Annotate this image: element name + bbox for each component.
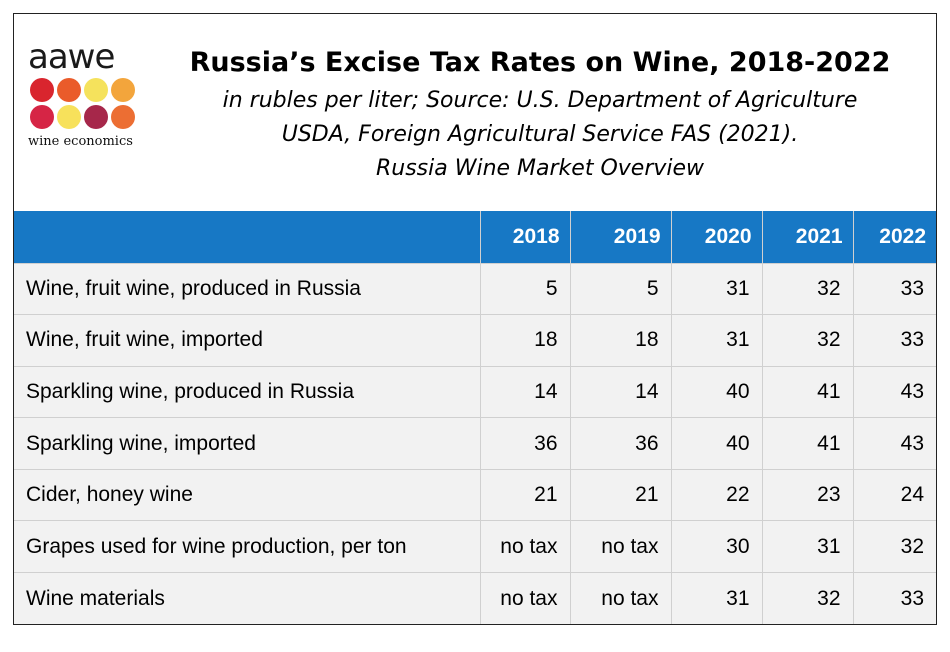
subtitle-line: USDA, Foreign Agricultural Service FAS (… xyxy=(281,122,799,147)
row-label-cell: Wine, fruit wine, imported xyxy=(14,314,480,367)
title-block: Russia’s Excise Tax Rates on Wine, 2018-… xyxy=(144,46,936,186)
logo-dot xyxy=(30,105,54,129)
value-cell: 43 xyxy=(852,417,936,470)
header-cell-year: 2021 xyxy=(761,211,853,263)
table-row: Cider, honey wine 21 21 22 23 24 xyxy=(14,468,936,521)
value-cell: 22 xyxy=(670,468,762,521)
value-cell: 32 xyxy=(761,572,853,625)
logo-dot xyxy=(84,78,108,102)
value-cell: 31 xyxy=(761,520,853,573)
value-cell: 41 xyxy=(761,417,853,470)
logo-dot xyxy=(111,78,135,102)
row-label-cell: Sparkling wine, imported xyxy=(14,417,480,470)
value-cell: 43 xyxy=(852,365,936,418)
value-cell: 14 xyxy=(479,365,570,418)
figure-header: aawe wine economics Russia’s Excise Tax … xyxy=(14,14,936,211)
row-label-cell: Wine, fruit wine, produced in Russia xyxy=(14,262,480,315)
logo-dot xyxy=(30,78,54,102)
logo-dot xyxy=(57,78,81,102)
value-cell: 18 xyxy=(479,314,570,367)
value-cell: 24 xyxy=(852,468,936,521)
logo-wordmark: aawe xyxy=(28,37,115,77)
value-cell: 31 xyxy=(670,572,762,625)
chart-subtitle: in rubles per liter; Source: U.S. Depart… xyxy=(144,84,936,186)
value-cell: no tax xyxy=(479,520,570,573)
row-label-cell: Sparkling wine, produced in Russia xyxy=(14,365,480,418)
value-cell: 40 xyxy=(670,417,762,470)
value-cell: 14 xyxy=(569,365,671,418)
value-cell: 33 xyxy=(852,314,936,367)
value-cell: 30 xyxy=(670,520,762,573)
logo-subtitle: wine economics xyxy=(28,134,133,149)
value-cell: 23 xyxy=(761,468,853,521)
table-body: Wine, fruit wine, produced in Russia 5 5 31… xyxy=(14,262,936,625)
value-cell: 21 xyxy=(569,468,671,521)
subtitle-line: in rubles per liter; Source: U.S. Depart… xyxy=(222,88,858,113)
value-cell: 21 xyxy=(479,468,570,521)
value-cell: 36 xyxy=(569,417,671,470)
logo-dot xyxy=(111,105,135,129)
header-cell-year: 2019 xyxy=(569,211,671,263)
value-cell: 40 xyxy=(670,365,762,418)
table-row: Wine materials no tax no tax 31 32 33 xyxy=(14,572,936,625)
value-cell: 32 xyxy=(761,314,853,367)
logo-dots xyxy=(30,78,153,131)
header-cell-year: 2020 xyxy=(670,211,762,263)
row-label-cell: Cider, honey wine xyxy=(14,468,480,521)
row-label-cell: Grapes used for wine production, per ton xyxy=(14,520,480,573)
figure-frame: aawe wine economics Russia’s Excise Tax … xyxy=(13,13,937,625)
logo-dot xyxy=(84,105,108,129)
logo-dot xyxy=(57,105,81,129)
header-cell-year: 2022 xyxy=(852,211,936,263)
value-cell: 5 xyxy=(569,262,671,315)
value-cell: no tax xyxy=(569,572,671,625)
tax-rate-table: 2018 2019 2020 2021 2022 Wine, fruit wine, p… xyxy=(14,211,936,625)
table-row: Grapes used for wine production, per ton… xyxy=(14,520,936,573)
header-cell-year: 2018 xyxy=(479,211,570,263)
value-cell: 33 xyxy=(852,572,936,625)
value-cell: 32 xyxy=(761,262,853,315)
value-cell: 36 xyxy=(479,417,570,470)
table-row: Wine, fruit wine, produced in Russia 5 5 31… xyxy=(14,262,936,315)
value-cell: no tax xyxy=(569,520,671,573)
row-label-cell: Wine materials xyxy=(14,572,480,625)
table-row: Wine, fruit wine, imported 18 18 31 32 33 xyxy=(14,314,936,367)
value-cell: 31 xyxy=(670,314,762,367)
table-row: Sparkling wine, imported 36 36 40 41 43 xyxy=(14,417,936,470)
value-cell: 5 xyxy=(479,262,570,315)
subtitle-line: Russia Wine Market Overview xyxy=(375,156,705,181)
value-cell: 31 xyxy=(670,262,762,315)
header-cell-category xyxy=(14,211,480,263)
value-cell: 33 xyxy=(852,262,936,315)
value-cell: 32 xyxy=(852,520,936,573)
value-cell: 41 xyxy=(761,365,853,418)
table-header-row: 2018 2019 2020 2021 2022 xyxy=(14,211,936,263)
aawe-logo: aawe wine economics xyxy=(28,40,153,149)
table-row: Sparkling wine, produced in Russia 14 14 40… xyxy=(14,365,936,418)
value-cell: 18 xyxy=(569,314,671,367)
chart-title: Russia’s Excise Tax Rates on Wine, 2018-… xyxy=(189,47,891,78)
value-cell: no tax xyxy=(479,572,570,625)
